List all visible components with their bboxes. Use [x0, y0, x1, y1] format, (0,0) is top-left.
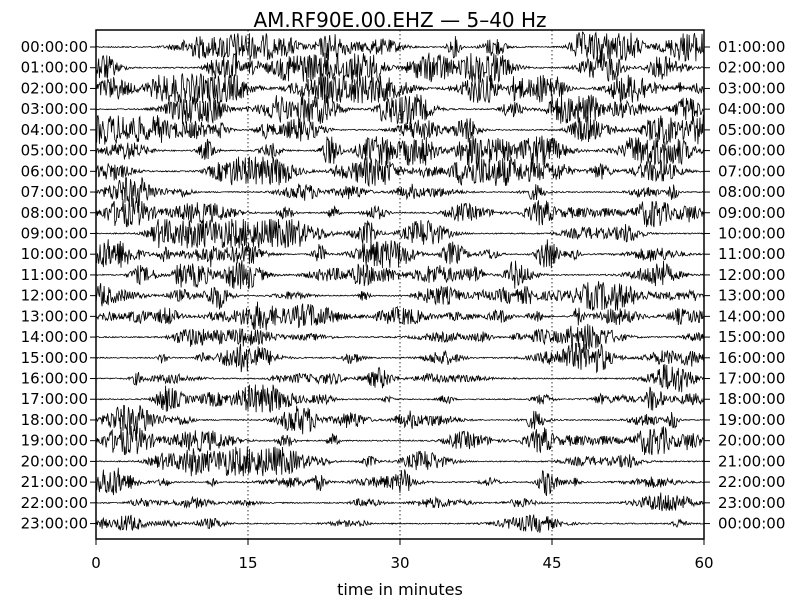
trace-row-18 — [95, 404, 705, 435]
trace-row-14 — [95, 323, 705, 350]
right-hour-label: 17:00:00 — [718, 370, 785, 388]
right-hour-label: 11:00:00 — [718, 245, 785, 263]
right-hour-label: 07:00:00 — [718, 162, 785, 180]
right-hour-label: 09:00:00 — [718, 204, 785, 222]
right-hour-label: 15:00:00 — [718, 328, 785, 346]
right-hour-label: 03:00:00 — [718, 79, 785, 97]
right-hour-label: 18:00:00 — [718, 390, 785, 408]
right-hour-label: 02:00:00 — [718, 59, 785, 77]
x-axis-ticks: 0 15 30 45 60 — [91, 539, 714, 572]
right-hour-label: 19:00:00 — [718, 411, 785, 429]
trace-row-3 — [95, 94, 705, 125]
trace-row-15 — [96, 342, 705, 374]
left-hour-label: 00:00:00 — [21, 38, 88, 56]
left-hour-label: 16:00:00 — [21, 370, 88, 388]
x-tick-label: 60 — [694, 554, 713, 572]
right-hour-label: 22:00:00 — [718, 473, 785, 491]
left-hour-label: 14:00:00 — [21, 328, 88, 346]
trace-row-1 — [95, 52, 705, 84]
right-hour-labels: 01:00:00 02:00:00 03:00:00 04:00:00 05:00:00… — [704, 38, 785, 533]
left-hour-label: 09:00:00 — [21, 224, 88, 242]
left-hour-label: 01:00:00 — [21, 59, 88, 77]
trace-row-4 — [95, 114, 705, 145]
left-hour-label: 04:00:00 — [21, 121, 88, 139]
left-hour-label: 22:00:00 — [21, 494, 88, 512]
time-gridlines — [247, 30, 553, 539]
left-hour-label: 06:00:00 — [21, 162, 88, 180]
x-tick-label: 0 — [91, 554, 101, 572]
left-hour-label: 03:00:00 — [21, 100, 88, 118]
trace-row-19 — [95, 425, 705, 456]
left-hour-label: 23:00:00 — [21, 515, 88, 533]
left-hour-label: 19:00:00 — [21, 432, 88, 450]
left-hour-label: 07:00:00 — [21, 183, 88, 201]
right-hour-label: 16:00:00 — [718, 349, 785, 367]
right-hour-label: 23:00:00 — [718, 494, 785, 512]
trace-row-5 — [95, 135, 705, 166]
right-hour-label: 04:00:00 — [718, 100, 785, 118]
x-tick-label: 30 — [390, 554, 409, 572]
left-hour-label: 21:00:00 — [21, 473, 88, 491]
trace-row-21 — [95, 467, 705, 496]
right-hour-label: 08:00:00 — [718, 183, 785, 201]
left-hour-label: 05:00:00 — [21, 142, 88, 160]
right-hour-label: 13:00:00 — [718, 287, 785, 305]
trace-row-8 — [95, 197, 705, 228]
right-hour-label: 00:00:00 — [718, 515, 785, 533]
left-hour-label: 17:00:00 — [21, 390, 88, 408]
left-hour-labels: 00:00:00 01:00:00 02:00:00 03:00:00 04:00:00… — [21, 38, 96, 533]
left-hour-label: 15:00:00 — [21, 349, 88, 367]
trace-row-2 — [95, 73, 705, 105]
right-hour-label: 20:00:00 — [718, 432, 785, 450]
chart-title: AM.RF90E.00.EHZ — 5–40 Hz — [253, 8, 546, 32]
x-tick-label: 15 — [238, 554, 257, 572]
trace-row-9 — [95, 218, 705, 249]
right-hour-label: 14:00:00 — [718, 307, 785, 325]
left-hour-label: 11:00:00 — [21, 266, 88, 284]
left-hour-label: 08:00:00 — [21, 204, 88, 222]
trace-row-6 — [95, 156, 705, 188]
right-hour-label: 06:00:00 — [718, 142, 785, 160]
right-hour-label: 01:00:00 — [718, 38, 785, 56]
trace-row-23 — [95, 514, 705, 533]
trace-row-7 — [95, 177, 705, 207]
trace-row-0 — [95, 31, 705, 62]
right-hour-label: 05:00:00 — [718, 121, 785, 139]
x-axis-label: time in minutes — [337, 580, 463, 599]
left-hour-label: 12:00:00 — [21, 287, 88, 305]
left-hour-label: 18:00:00 — [21, 411, 88, 429]
left-hour-label: 02:00:00 — [21, 79, 88, 97]
x-tick-label: 45 — [542, 554, 561, 572]
left-hour-label: 10:00:00 — [21, 245, 88, 263]
left-hour-label: 20:00:00 — [21, 452, 88, 470]
right-hour-label: 10:00:00 — [718, 224, 785, 242]
right-hour-label: 12:00:00 — [718, 266, 785, 284]
right-hour-label: 21:00:00 — [718, 452, 785, 470]
left-hour-label: 13:00:00 — [21, 307, 88, 325]
